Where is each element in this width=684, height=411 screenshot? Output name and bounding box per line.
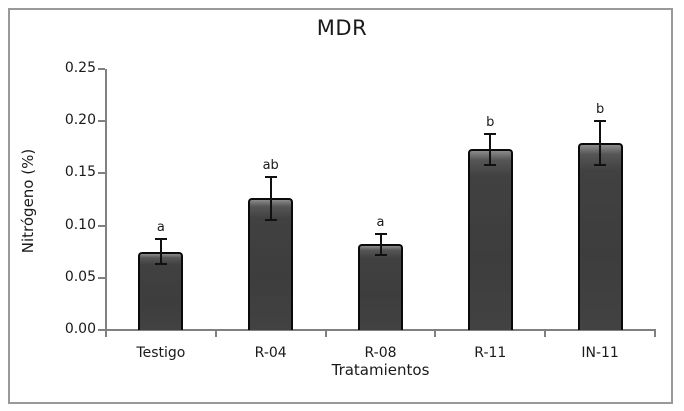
error-bar-bottom-cap bbox=[484, 164, 497, 167]
x-axis-title: Tratamientos bbox=[331, 361, 430, 379]
significance-letter: a bbox=[376, 214, 385, 230]
error-bar-bottom-cap bbox=[154, 263, 167, 266]
error-bar bbox=[159, 239, 162, 265]
significance-letter: b bbox=[486, 114, 495, 130]
error-bar bbox=[489, 133, 492, 166]
error-bar-bottom-cap bbox=[374, 253, 387, 256]
y-axis-tick bbox=[98, 224, 105, 227]
x-category-label: R-11 bbox=[474, 345, 507, 361]
error-bar-bottom-cap bbox=[264, 219, 277, 222]
y-axis-tick bbox=[98, 120, 105, 123]
x-axis-tick bbox=[324, 331, 327, 337]
y-axis-tick-label: 0.10 bbox=[64, 216, 96, 233]
bar-r-08 bbox=[358, 244, 403, 330]
y-axis-title: Nitrógeno (%) bbox=[19, 148, 37, 254]
x-category-label: R-08 bbox=[364, 345, 397, 361]
error-bar bbox=[599, 121, 602, 166]
error-bar-bottom-cap bbox=[594, 164, 607, 167]
x-axis-tick bbox=[544, 331, 547, 337]
x-axis-tick bbox=[434, 331, 437, 337]
y-axis-tick bbox=[98, 172, 105, 175]
y-axis-tick-label: 0.15 bbox=[64, 164, 96, 181]
significance-letter: b bbox=[595, 102, 605, 118]
x-category-label: R-04 bbox=[254, 345, 287, 361]
y-axis-tick bbox=[98, 329, 105, 331]
significance-letter: a bbox=[156, 220, 165, 236]
error-bar-top-cap bbox=[594, 120, 607, 123]
y-axis-tick bbox=[98, 276, 105, 279]
x-axis-tick bbox=[654, 331, 656, 337]
error-bar bbox=[379, 233, 382, 255]
bar-r-11 bbox=[467, 149, 513, 330]
x-axis-tick bbox=[105, 331, 107, 337]
x-axis-tick bbox=[214, 331, 217, 337]
error-bar-top-cap bbox=[264, 175, 277, 178]
chart-frame-border bbox=[8, 8, 673, 404]
bar-in-11 bbox=[577, 143, 623, 330]
x-category-label: Testigo bbox=[136, 345, 186, 361]
y-axis-tick-label: 0.20 bbox=[64, 112, 96, 129]
significance-letter: ab bbox=[262, 157, 279, 173]
x-axis-line bbox=[105, 329, 656, 331]
y-axis-tick-label: 0.25 bbox=[64, 60, 96, 76]
x-category-label: IN-11 bbox=[581, 345, 619, 361]
error-bar-top-cap bbox=[154, 238, 167, 241]
y-axis-tick-label: 0.05 bbox=[64, 268, 96, 285]
error-bar-top-cap bbox=[374, 232, 387, 235]
y-axis-line bbox=[105, 69, 107, 335]
error-bar-top-cap bbox=[484, 132, 497, 135]
chart-title: MDR bbox=[316, 16, 368, 40]
y-axis-tick-label: 0.00 bbox=[64, 321, 96, 337]
y-axis-tick bbox=[98, 68, 105, 70]
error-bar bbox=[269, 176, 272, 221]
